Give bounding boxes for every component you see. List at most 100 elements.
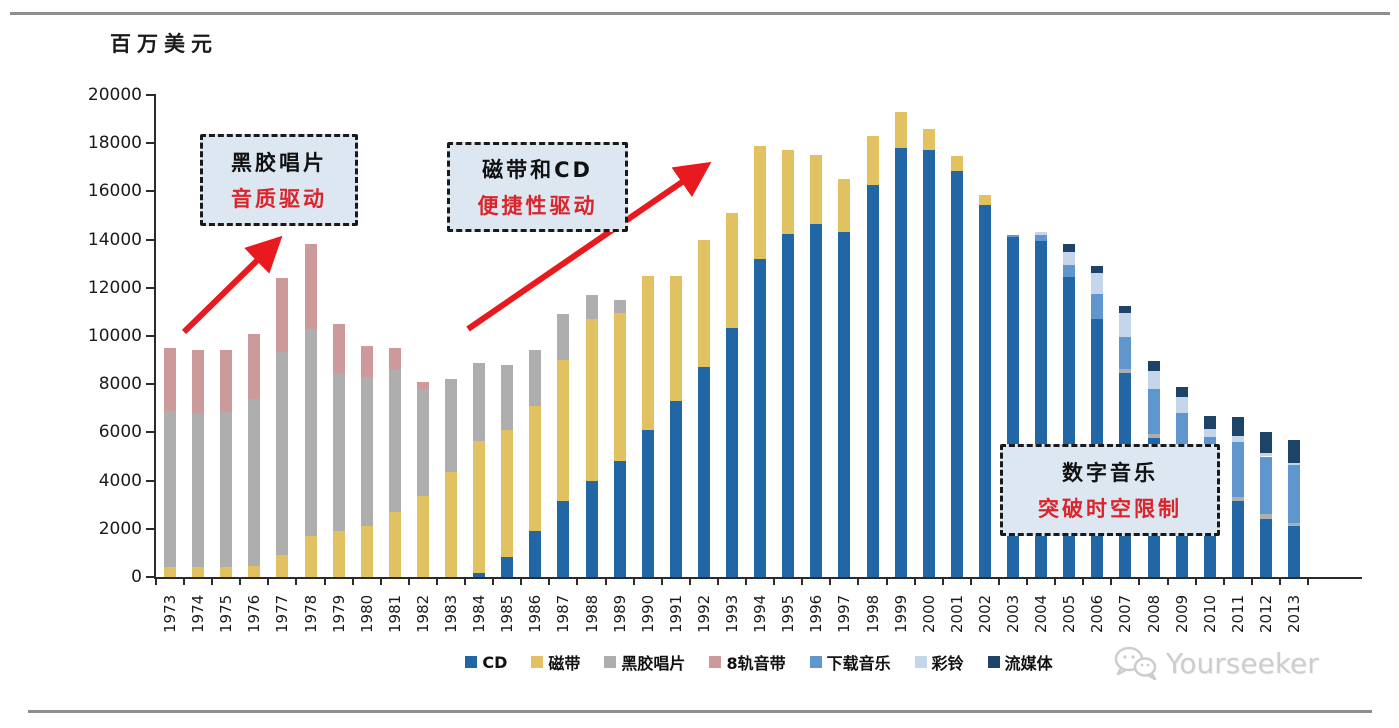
bar-segment-2008-黑胶唱片 [1147,433,1160,439]
bar-segment-2007-黑胶唱片 [1119,368,1132,374]
y-axis-tick-label: 20000 [87,85,142,105]
x-axis-tick [1222,579,1225,585]
callout-vinyl-era: 黑胶唱片 音质驱动 [200,134,358,226]
bar-segment-1987-黑胶唱片 [557,314,570,361]
x-axis-tick [1194,579,1197,585]
x-axis-tick [997,579,1000,585]
bar-segment-1990-CD [641,429,654,577]
bar-segment-1997-CD [838,232,851,577]
bar-segment-1982-磁带 [416,496,429,577]
x-axis-tick [885,579,888,585]
bar-segment-2009-流媒体 [1175,386,1188,397]
bar-segment-1999-CD [894,148,907,577]
bar-segment-2013-彩铃 [1288,462,1300,465]
x-axis-tick [1278,579,1281,585]
bar-segment-1974-磁带 [192,567,205,577]
x-axis-tick [183,579,186,585]
bar-segment-2008-下载音乐 [1147,389,1160,434]
bar-segment-2013-CD [1288,526,1300,577]
bar-segment-2002-CD [978,204,991,577]
bar-segment-1986-磁带 [529,405,542,532]
bar-segment-2012-流媒体 [1259,432,1272,453]
bar-segment-1988-CD [585,480,598,577]
y-axis-tick-label: 4000 [98,470,142,491]
bar-segment-1975-黑胶唱片 [220,411,233,568]
bar-segment-1985-黑胶唱片 [501,364,514,430]
bar-segment-2006-下载音乐 [1091,293,1104,320]
bar-segment-1978-黑胶唱片 [304,328,317,537]
callout-digital-era: 数字音乐 突破时空限制 [1000,444,1220,536]
legend-swatch [604,656,617,668]
bar-segment-2005-彩铃 [1063,251,1076,265]
x-axis-tick [773,579,776,585]
legend-label: 下载音乐 [826,654,891,673]
bar-segment-2010-流媒体 [1203,415,1216,429]
y-axis-tick-label: 8000 [98,374,142,395]
bar-segment-2004-下载音乐 [1035,234,1048,241]
bar-segment-1973-黑胶唱片 [164,410,176,568]
x-axis-tick [1307,579,1310,585]
bar-segment-1995-磁带 [782,150,795,234]
bar-segment-1996-CD [810,223,823,577]
bar-segment-1998-磁带 [866,135,879,186]
bar-segment-1987-CD [557,501,570,577]
bar-segment-1980-8轨音带 [360,345,373,377]
wechat-icon [1114,646,1157,681]
bar-segment-2012-彩铃 [1259,452,1272,457]
x-axis-tick [913,579,916,585]
x-axis-tick [576,579,579,585]
bar-segment-1994-磁带 [754,145,767,259]
bar-segment-2005-下载音乐 [1063,264,1076,277]
bar-segment-1986-CD [529,531,542,577]
y-axis-tick [146,286,155,289]
legend-item-黑胶唱片: 黑胶唱片 [604,650,685,674]
arrow-cd-era [466,161,712,332]
legend-swatch [987,656,1000,668]
bar-segment-1983-黑胶唱片 [445,379,457,473]
bar-segment-1991-磁带 [669,275,682,402]
bar-segment-1984-CD [473,573,486,577]
bar-segment-1989-黑胶唱片 [613,299,626,314]
legend-label: 彩铃 [931,654,964,673]
x-axis-tick [1054,579,1057,585]
bar-segment-2008-彩铃 [1147,370,1160,389]
bar-segment-1980-磁带 [360,526,373,577]
y-axis-tick-label: 14000 [87,229,142,250]
y-axis-tick [146,142,155,145]
bar-segment-2000-CD [922,150,935,577]
bar-segment-2007-流媒体 [1119,305,1132,314]
bar-segment-2006-彩铃 [1091,273,1104,294]
y-axis-unit-label: 百万美元 [110,31,218,56]
legend-label: 磁带 [548,654,581,673]
y-axis-tick [146,335,155,337]
bar-segment-2010-彩铃 [1203,428,1216,438]
bar-segment-1988-磁带 [585,319,598,481]
legend-item-下载音乐: 下载音乐 [809,650,891,674]
x-axis-tick [351,579,354,585]
bar-segment-1985-CD [501,556,514,577]
bar-segment-1985-磁带 [501,429,514,557]
x-axis-tick [154,579,157,585]
bar-segment-1981-磁带 [388,511,401,577]
bar-segment-2001-磁带 [950,156,963,171]
bar-segment-1982-8轨音带 [416,381,429,389]
x-axis-tick [407,579,410,585]
bar-segment-1973-磁带 [164,567,176,577]
legend-item-8轨音带: 8轨音带 [709,650,786,674]
x-axis-tick [969,579,972,585]
bar-segment-1978-8轨音带 [304,244,317,329]
bar-segment-2002-磁带 [978,195,991,205]
bar-segment-2013-流媒体 [1288,439,1300,463]
x-axis-tick [295,579,298,585]
y-axis-tick [146,94,155,96]
bar-segment-1989-磁带 [613,313,626,462]
top-divider [10,12,1390,15]
bar-segment-1984-黑胶唱片 [473,362,486,441]
legend-item-彩铃: 彩铃 [914,650,964,674]
y-axis-tick [146,479,155,482]
bar-segment-1983-磁带 [445,472,457,577]
bar-segment-2008-流媒体 [1147,361,1160,371]
bar-segment-2012-黑胶唱片 [1259,514,1272,520]
x-axis-tick [1166,579,1169,585]
bar-segment-1993-磁带 [726,213,738,328]
